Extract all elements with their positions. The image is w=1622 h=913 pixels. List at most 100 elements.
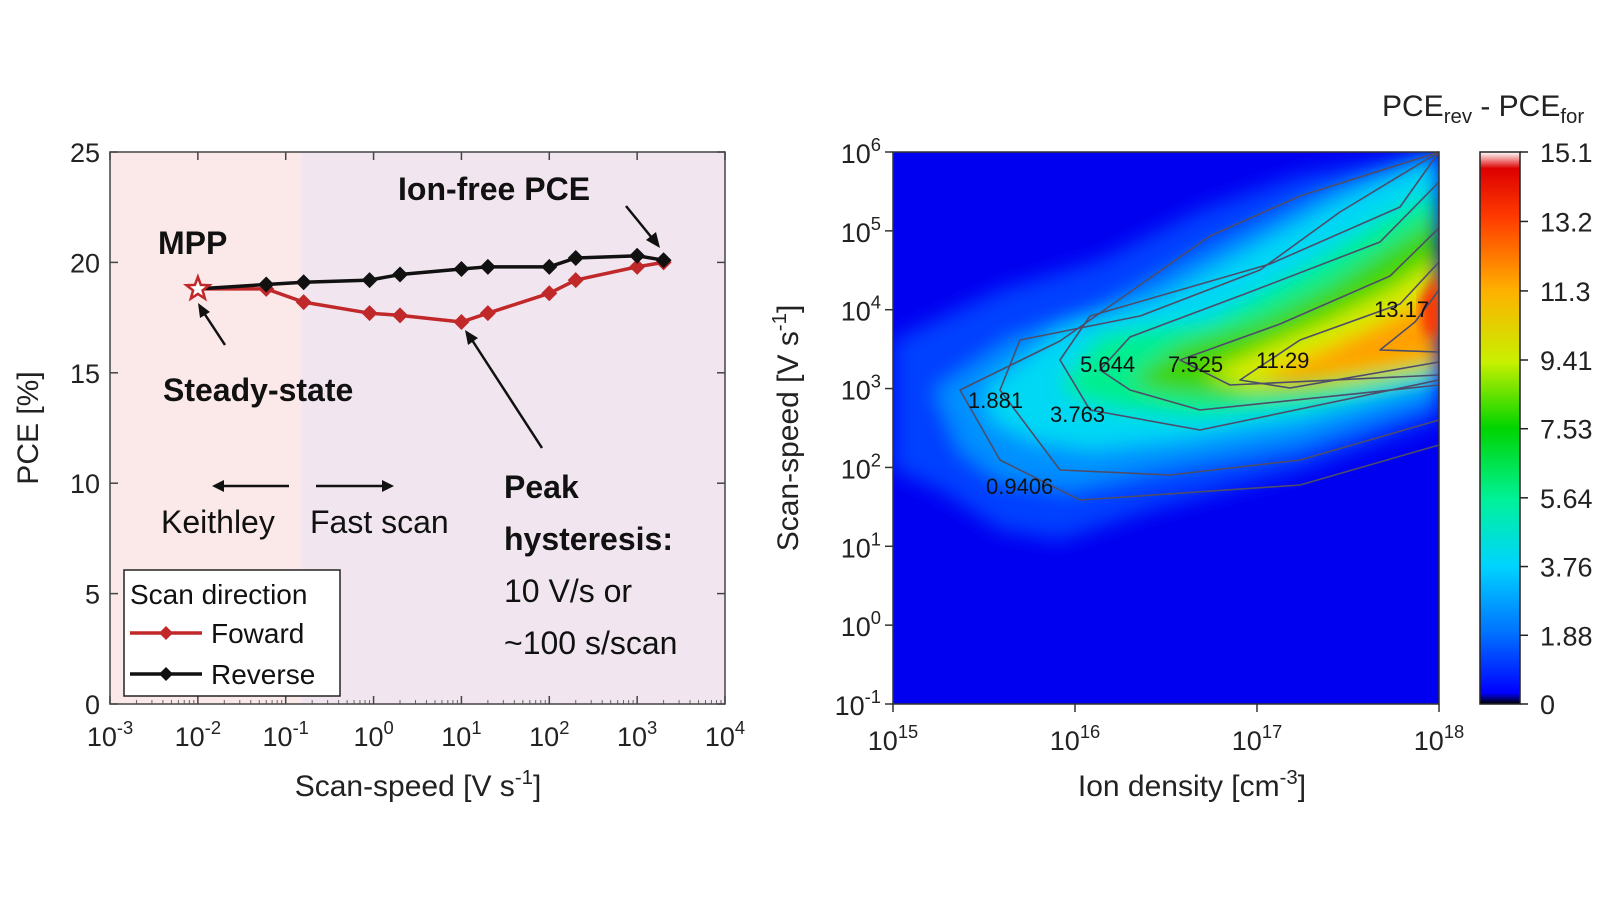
peak-annotation-line3: 10 V/s or xyxy=(504,573,632,609)
legend-reverse-label: Reverse xyxy=(211,659,315,690)
contour-3.763 xyxy=(1059,151,1440,431)
colorbar-tick-label: 9.41 xyxy=(1540,346,1593,376)
colorbar-gradient xyxy=(1479,151,1521,705)
left-y-tick-label: 25 xyxy=(70,138,100,168)
contour-1.881 xyxy=(999,151,1440,476)
colorbar-title: PCErev​ - PCEfor​ xyxy=(1382,90,1584,128)
ion-free-arrow xyxy=(625,205,653,239)
point-reverse xyxy=(295,274,312,291)
right-y-axis-label: Scan-speed [V s-1​] xyxy=(769,305,805,552)
legend-reverse-marker xyxy=(159,667,173,681)
colorbar-tick-label: 7.53 xyxy=(1540,415,1593,445)
left-plot-frame xyxy=(109,151,726,705)
left-x-tick-label: 103​ xyxy=(617,717,657,752)
ion-free-annotation: Ion-free PCE xyxy=(398,171,590,207)
steady-state-arrowhead xyxy=(198,303,210,318)
right-x-tick-label: 1017​ xyxy=(1232,721,1282,756)
contour-label-11.29: 11.29 xyxy=(1256,348,1309,373)
point-reverse xyxy=(361,272,378,289)
left-y-tick-label: 10 xyxy=(70,469,100,499)
right-y-tick-label: 10-1​ xyxy=(835,686,881,721)
point-foward xyxy=(629,258,646,275)
hysteresis-heatmap-chart: 0.9406 1.881 3.763 5.644 7.525 11.29 13.… xyxy=(769,90,1593,803)
contour-label-13.17: 13.17 xyxy=(1374,297,1429,322)
left-y-tick-label: 5 xyxy=(85,580,100,610)
contour-label-1.881: 1.881 xyxy=(968,388,1023,413)
left-x-tick-label: 10-3​ xyxy=(87,717,133,752)
contour-label-5.644: 5.644 xyxy=(1080,352,1135,377)
right-y-tick-label: 103​ xyxy=(841,371,881,406)
pce-vs-scan-speed-chart: 10-3​ 10-2​ 10-1​ 100​ 101​ 102​ 103​ 104​ 0 5 10… xyxy=(12,138,745,803)
colorbar-tick-label: 3.76 xyxy=(1540,553,1593,583)
contour-label-0.9406: 0.9406 xyxy=(986,474,1053,499)
right-y-tick-label: 101​ xyxy=(841,528,881,563)
fast-scan-label: Fast scan xyxy=(310,504,449,540)
colorbar-tick-label: 1.88 xyxy=(1540,621,1593,651)
point-reverse xyxy=(655,252,672,269)
colorbar-tick-label: 0 xyxy=(1540,690,1555,720)
background-region-1 xyxy=(301,152,725,704)
right-x-tick-label: 1015​ xyxy=(868,721,918,756)
steady-state-arrow xyxy=(202,312,227,346)
right-y-tick-label: 106​ xyxy=(841,134,881,169)
contour-label-7.525: 7.525 xyxy=(1168,352,1223,377)
colorbar-tick-label: 5.64 xyxy=(1540,484,1593,514)
legend: Scan direction Foward Reverse xyxy=(123,569,341,697)
point-reverse xyxy=(392,266,409,283)
left-x-tick-label: 10-1​ xyxy=(263,717,309,752)
right-y-tick-label: 105​ xyxy=(841,213,881,248)
mpp-star-point xyxy=(182,273,213,302)
right-y-tick-label: 100​ xyxy=(841,607,881,642)
peak-hysteresis-arrow xyxy=(470,339,544,449)
contour-11.29 xyxy=(1239,261,1440,389)
point-reverse xyxy=(567,249,584,266)
legend-foward-marker xyxy=(159,626,173,640)
point-foward xyxy=(453,314,470,331)
point-reverse xyxy=(453,261,470,278)
right-x-axis-label: Ion density [cm-3​] xyxy=(1078,767,1306,803)
left-x-axis-label: Scan-speed [V s-1​] xyxy=(295,767,542,803)
right-y-tick-label: 102​ xyxy=(841,449,881,484)
peak-annotation-line1: Peak xyxy=(504,469,579,505)
right-x-tick-label: 1016​ xyxy=(1050,721,1100,756)
fast-scan-arrowhead xyxy=(382,480,394,492)
left-x-tick-label: 101​ xyxy=(441,717,481,752)
left-x-tick-label: 100​ xyxy=(353,717,393,752)
keithley-label: Keithley xyxy=(161,504,275,540)
left-y-tick-label: 15 xyxy=(70,359,100,389)
left-y-tick-label: 20 xyxy=(70,248,100,278)
colorbar-tick-label: 13.2 xyxy=(1540,207,1593,237)
left-x-tick-label: 104​ xyxy=(705,717,745,752)
point-foward xyxy=(361,305,378,322)
right-y-tick-label: 104​ xyxy=(841,292,881,327)
point-foward xyxy=(392,307,409,324)
right-plot-frame xyxy=(892,151,1440,705)
colorbar-tick-label: 15.1 xyxy=(1540,138,1593,168)
colorbar-tick-label: 11.3 xyxy=(1540,277,1591,307)
point-reverse xyxy=(541,258,558,275)
point-reverse xyxy=(479,258,496,275)
peak-annotation-line4: ~100 s/scan xyxy=(504,625,677,661)
heatmap-field xyxy=(893,152,1439,704)
right-x-tick-label: 1018​ xyxy=(1414,721,1464,756)
contour-lines xyxy=(959,151,1440,501)
point-foward xyxy=(541,285,558,302)
peak-hysteresis-arrowhead xyxy=(465,330,478,345)
point-foward xyxy=(295,294,312,311)
mpp-annotation: MPP xyxy=(158,225,227,261)
colorbar: 0 1.88 3.76 5.64 7.53 9.41 11.3 13.2 15.1 PCErev… xyxy=(1382,90,1593,720)
steady-state-annotation: Steady-state xyxy=(163,372,353,408)
contour-5.644 xyxy=(1099,181,1440,411)
point-reverse xyxy=(258,276,275,293)
left-y-axis-label: PCE [%] xyxy=(12,371,45,484)
contour-0.9406 xyxy=(959,151,1440,501)
point-reverse xyxy=(629,247,646,264)
keithley-arrowhead xyxy=(212,480,224,492)
peak-annotation-line2: hysteresis: xyxy=(504,521,673,557)
legend-foward-label: Foward xyxy=(211,618,304,649)
left-y-tick-label: 0 xyxy=(85,690,100,720)
left-x-tick-label: 10-2​ xyxy=(175,717,221,752)
point-foward xyxy=(567,272,584,289)
band-level-7 xyxy=(1255,290,1439,382)
